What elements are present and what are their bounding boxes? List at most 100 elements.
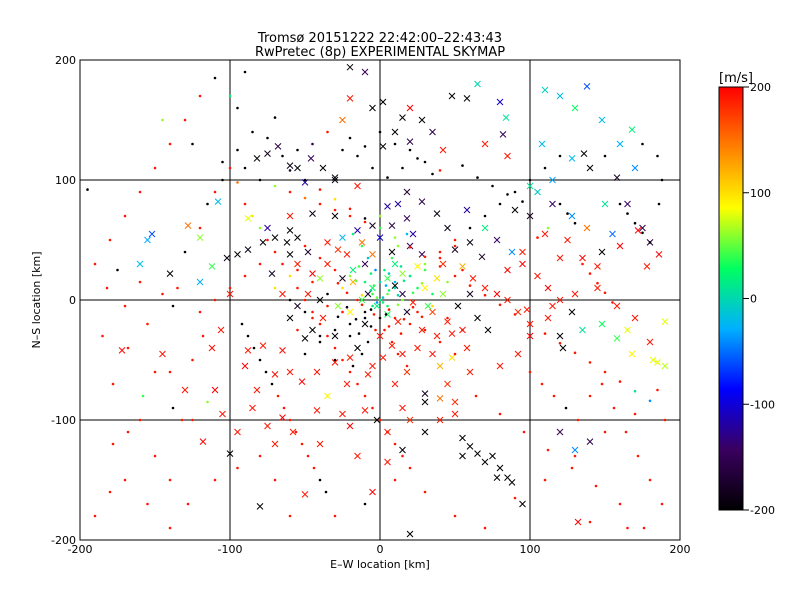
data-point-x-8 bbox=[223, 254, 231, 262]
data-point-x-177 bbox=[444, 318, 451, 325]
data-point-x-95 bbox=[489, 452, 496, 460]
data-point-dot-400 bbox=[618, 202, 622, 206]
data-point-dot-542 bbox=[393, 478, 397, 482]
data-point-dot-519 bbox=[476, 176, 479, 179]
x-tick-label-3: 100 bbox=[520, 543, 541, 556]
data-point-dot-453 bbox=[438, 256, 442, 260]
data-point-dot-617 bbox=[273, 184, 277, 188]
data-point-x-48 bbox=[568, 155, 576, 162]
data-point-x-125 bbox=[354, 344, 361, 352]
data-point-dot-338 bbox=[288, 418, 292, 422]
colorbar-ticks: 200 100 0 -100 -200 bbox=[743, 81, 775, 517]
data-point-dot-372 bbox=[318, 188, 322, 191]
data-point-x-289 bbox=[451, 410, 459, 418]
data-point-dot-431 bbox=[416, 310, 419, 314]
data-point-x-82 bbox=[526, 332, 534, 340]
data-point-x-22 bbox=[319, 164, 327, 172]
data-point-x-210 bbox=[196, 278, 204, 286]
data-point-dot-619 bbox=[303, 196, 307, 200]
data-point-x-37 bbox=[496, 98, 504, 106]
data-point-dot-310 bbox=[266, 238, 269, 242]
data-point-dot-438 bbox=[333, 328, 337, 332]
data-point-dot-440 bbox=[333, 268, 337, 272]
data-point-x-64 bbox=[556, 254, 564, 262]
data-point-dot-386 bbox=[528, 322, 532, 326]
data-point-dot-402 bbox=[633, 221, 637, 225]
data-point-dot-534 bbox=[186, 502, 190, 506]
data-point-dot-334 bbox=[264, 370, 268, 374]
data-point-x-137 bbox=[324, 260, 331, 268]
data-point-x-30 bbox=[391, 128, 399, 136]
data-point-x-134 bbox=[294, 260, 301, 268]
data-point-x-197 bbox=[448, 354, 456, 361]
y-tick-label-1: -100 bbox=[51, 414, 76, 427]
data-point-dot-483 bbox=[372, 284, 376, 287]
data-point-x-59 bbox=[594, 263, 601, 270]
data-point-dot-383 bbox=[483, 293, 487, 297]
data-point-dot-531 bbox=[138, 418, 142, 422]
data-point-x-200 bbox=[313, 407, 321, 414]
data-point-x-108 bbox=[369, 488, 376, 496]
data-point-dot-352 bbox=[303, 310, 307, 314]
data-point-x-9 bbox=[217, 326, 225, 334]
data-point-x-188 bbox=[358, 296, 366, 304]
data-point-dot-418 bbox=[356, 298, 359, 302]
data-point-dot-501 bbox=[336, 315, 340, 319]
data-point-x-154 bbox=[259, 239, 267, 246]
data-point-x-115 bbox=[244, 347, 252, 354]
data-point-dot-447 bbox=[396, 352, 400, 356]
data-point-dot-557 bbox=[123, 214, 127, 218]
data-point-dot-405 bbox=[558, 202, 562, 206]
data-point-x-43 bbox=[598, 116, 606, 124]
data-point-dot-512 bbox=[356, 154, 359, 158]
data-point-dot-351 bbox=[288, 298, 292, 302]
data-point-dot-573 bbox=[146, 322, 149, 326]
data-point-dot-476 bbox=[387, 308, 391, 311]
data-point-x-113 bbox=[241, 362, 249, 370]
data-point-x-39 bbox=[541, 86, 549, 94]
data-point-x-147 bbox=[354, 227, 361, 234]
data-point-x-65 bbox=[541, 230, 549, 238]
data-point-x-185 bbox=[391, 260, 399, 268]
data-point-x-105 bbox=[519, 500, 526, 508]
data-point-x-268 bbox=[361, 260, 369, 268]
data-point-dot-350 bbox=[273, 286, 277, 290]
data-point-x-18 bbox=[274, 143, 282, 150]
data-point-dot-560 bbox=[168, 142, 172, 146]
data-point-x-275 bbox=[454, 302, 462, 310]
data-point-dot-451 bbox=[438, 340, 442, 344]
data-point-x-238 bbox=[508, 248, 516, 256]
data-point-dot-353 bbox=[318, 334, 322, 338]
data-point-x-45 bbox=[628, 126, 636, 133]
data-point-dot-417 bbox=[393, 280, 397, 284]
chart-title: Tromsø 20151222 22:42:00–22:43:43 bbox=[257, 31, 502, 46]
data-point-x-112 bbox=[271, 371, 279, 378]
data-point-dot-520 bbox=[491, 184, 494, 188]
data-point-x-60 bbox=[616, 242, 624, 250]
chart-subtitle: RwPretec (8p) EXPERIMENTAL SKYMAP bbox=[255, 45, 505, 60]
data-point-dot-442 bbox=[326, 304, 329, 308]
data-point-x-251 bbox=[391, 282, 399, 289]
data-point-x-20 bbox=[294, 164, 301, 172]
data-point-dot-356 bbox=[363, 310, 367, 314]
data-point-dot-595 bbox=[570, 466, 574, 470]
data-point-dot-424 bbox=[374, 268, 377, 272]
data-point-dot-608 bbox=[348, 136, 352, 140]
data-point-x-111 bbox=[253, 386, 261, 394]
data-point-x-107 bbox=[301, 491, 309, 498]
data-point-x-131 bbox=[279, 290, 286, 298]
data-point-x-141 bbox=[369, 251, 376, 258]
data-point-x-143 bbox=[388, 222, 396, 229]
data-point-dot-327 bbox=[393, 442, 397, 446]
data-point-x-245 bbox=[613, 302, 621, 310]
data-point-x-211 bbox=[244, 215, 252, 222]
data-point-x-237 bbox=[493, 236, 501, 244]
data-point-dot-437 bbox=[390, 256, 394, 260]
data-point-dot-535 bbox=[213, 478, 217, 482]
data-point-x-203 bbox=[373, 416, 381, 424]
data-point-dot-517 bbox=[438, 169, 442, 172]
data-point-dot-317 bbox=[318, 322, 322, 326]
data-point-x-27 bbox=[346, 63, 354, 71]
data-point-x-77 bbox=[661, 318, 669, 325]
colorbar-tick-label-1: 100 bbox=[750, 187, 771, 200]
